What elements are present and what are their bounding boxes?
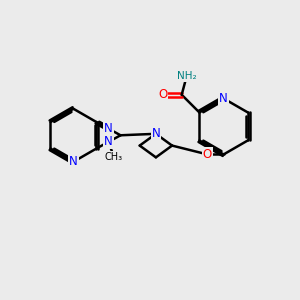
Text: NH₂: NH₂ (177, 71, 196, 81)
Text: N: N (152, 127, 160, 140)
Text: N: N (104, 135, 113, 148)
Text: O: O (158, 88, 167, 101)
Text: O: O (203, 148, 212, 161)
Text: N: N (104, 122, 113, 135)
Text: N: N (69, 155, 78, 168)
Text: N: N (219, 92, 228, 105)
Text: CH₃: CH₃ (105, 152, 123, 162)
